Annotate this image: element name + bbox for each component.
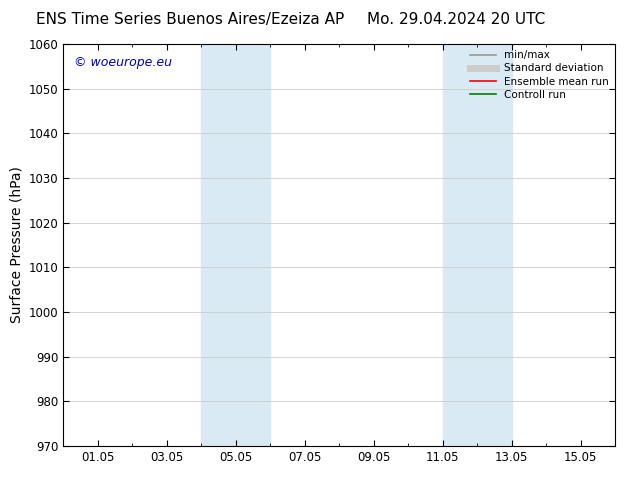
- Legend: min/max, Standard deviation, Ensemble mean run, Controll run: min/max, Standard deviation, Ensemble me…: [465, 46, 613, 104]
- Text: ENS Time Series Buenos Aires/Ezeiza AP: ENS Time Series Buenos Aires/Ezeiza AP: [36, 12, 344, 27]
- Bar: [443, 44, 512, 446]
- Text: Mo. 29.04.2024 20 UTC: Mo. 29.04.2024 20 UTC: [367, 12, 546, 27]
- Text: © woeurope.eu: © woeurope.eu: [74, 56, 172, 69]
- Y-axis label: Surface Pressure (hPa): Surface Pressure (hPa): [10, 167, 23, 323]
- Bar: [202, 44, 270, 446]
